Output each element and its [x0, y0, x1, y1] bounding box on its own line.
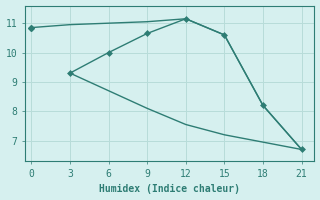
X-axis label: Humidex (Indice chaleur): Humidex (Indice chaleur) [99, 184, 240, 194]
